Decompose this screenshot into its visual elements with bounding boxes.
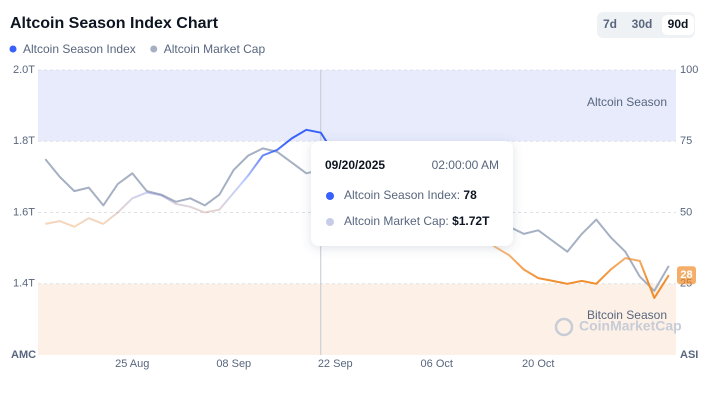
legend-label: Altcoin Season Index	[23, 42, 136, 56]
tooltip-dot	[326, 218, 334, 226]
band-label: Altcoin Season	[587, 95, 667, 109]
y-axis-label: AMC	[11, 349, 36, 361]
watermark: CoinMarketCap	[579, 318, 682, 334]
legend-label: Altcoin Market Cap	[164, 42, 266, 56]
range-buttons: 7d 30d 90d	[597, 12, 695, 38]
tooltip-time: 02:00:00 AM	[432, 158, 499, 172]
range-button[interactable]: 30d	[632, 17, 653, 31]
legend-marker	[9, 45, 17, 53]
x-tick-label: 22 Sep	[318, 358, 353, 370]
season-band	[38, 70, 676, 142]
watermark-logo	[554, 317, 574, 337]
y2-tick-label: 100	[680, 64, 698, 76]
y-tick-label: 1.6T	[13, 206, 35, 218]
x-tick-label: 25 Aug	[115, 358, 149, 370]
tooltip-value: 78	[463, 188, 477, 202]
tooltip-label: Altcoin Season Index:	[344, 188, 460, 202]
current-value-label: 28	[680, 269, 692, 281]
legend: Altcoin Season Index Altcoin Market Cap	[9, 42, 266, 56]
x-tick-label: 08 Sep	[216, 358, 251, 370]
plot-area: Altcoin Season Bitcoin Season 2.0T 1.8T 1.6T…	[11, 64, 698, 370]
tooltip-row: Altcoin Season Index: 78	[344, 188, 477, 202]
tooltip: 09/20/2025 02:00:00 AM Altcoin Season In…	[311, 141, 513, 246]
current-value-badge	[677, 266, 696, 285]
season-band	[38, 283, 676, 355]
legend-marker	[150, 45, 158, 53]
tooltip-label: Altcoin Market Cap:	[344, 214, 449, 228]
chart-title: Altcoin Season Index Chart	[10, 15, 219, 32]
band-label: Bitcoin Season	[587, 308, 667, 322]
y-tick-label: 2.0T	[13, 64, 35, 76]
tooltip-box	[311, 141, 513, 246]
range-button[interactable]: 90d	[668, 17, 689, 31]
range-button[interactable]: 7d	[603, 17, 617, 31]
tooltip-date: 09/20/2025	[325, 158, 385, 172]
tooltip-row: Altcoin Market Cap: $1.72T	[344, 214, 490, 228]
y2-tick-label: 75	[680, 135, 692, 147]
tooltip-value: $1.72T	[452, 214, 490, 228]
y-tick-label: 1.8T	[13, 135, 35, 147]
tooltip-dot	[326, 192, 334, 200]
y2-tick-label: 50	[680, 206, 692, 218]
button-selected[interactable]	[662, 15, 694, 35]
x-tick-label: 20 Oct	[522, 358, 554, 370]
x-tick-label: 06 Oct	[421, 358, 453, 370]
y2-axis-label: ASI	[680, 349, 698, 361]
y-tick-label: 1.4T	[13, 278, 35, 290]
